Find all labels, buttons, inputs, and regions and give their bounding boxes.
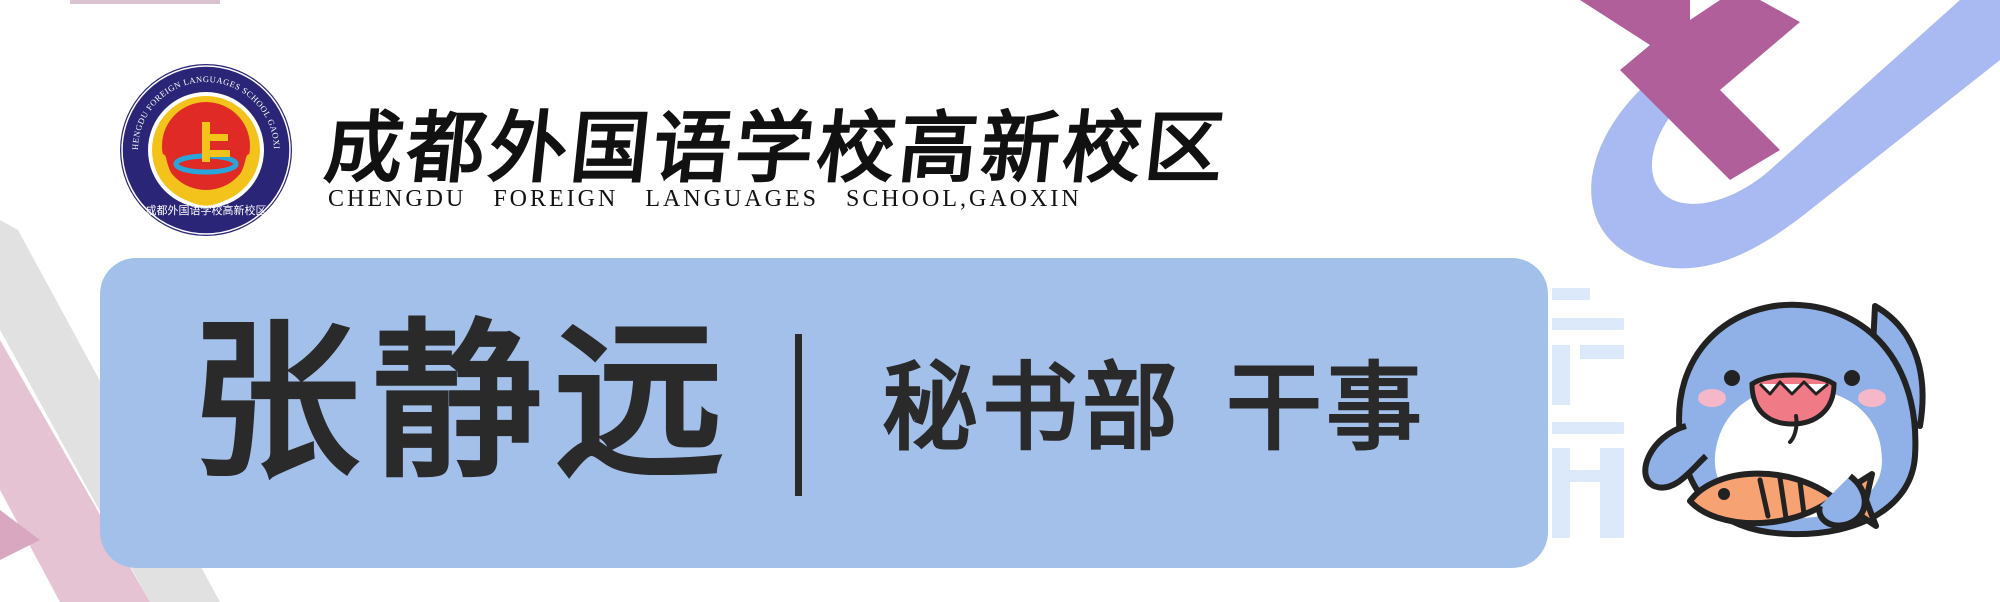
top-right-blue-hook (1591, 0, 2000, 269)
stripe-7 (1600, 448, 1624, 538)
name-banner (100, 258, 1548, 568)
member-name: 张静远 (190, 304, 737, 502)
stripe-6 (1552, 448, 1570, 538)
school-name-chinese: 成都外国语学校高新校区 (320, 103, 1233, 194)
left-pink-tri (0, 510, 40, 560)
top-right-purple-shape (1580, 0, 1800, 180)
shark-mascot-icon (1642, 301, 1926, 538)
stripe-4 (1580, 345, 1624, 359)
school-name-english: CHENGDU FOREIGN LANGUAGES SCHOOL,GAOXIN (328, 186, 1082, 212)
name-divider (795, 334, 802, 496)
stripe-2 (1552, 318, 1624, 330)
school-seal-icon: 成都外国语学校高新校区 CHENGDU FOREIGN LANGUAGES SC… (118, 62, 292, 236)
top-left-stroke (70, 0, 220, 4)
department-label: 秘书部 (882, 352, 1182, 464)
stripe-8 (1552, 470, 1624, 482)
stripe-5 (1552, 422, 1624, 434)
stripe-3 (1552, 345, 1570, 405)
seal-bottom-text: 成都外国语学校高新校区 (146, 203, 267, 217)
stripe-1 (1552, 288, 1590, 300)
member-role: 秘书部 干事 (882, 360, 1426, 456)
position-label: 干事 (1226, 352, 1426, 464)
